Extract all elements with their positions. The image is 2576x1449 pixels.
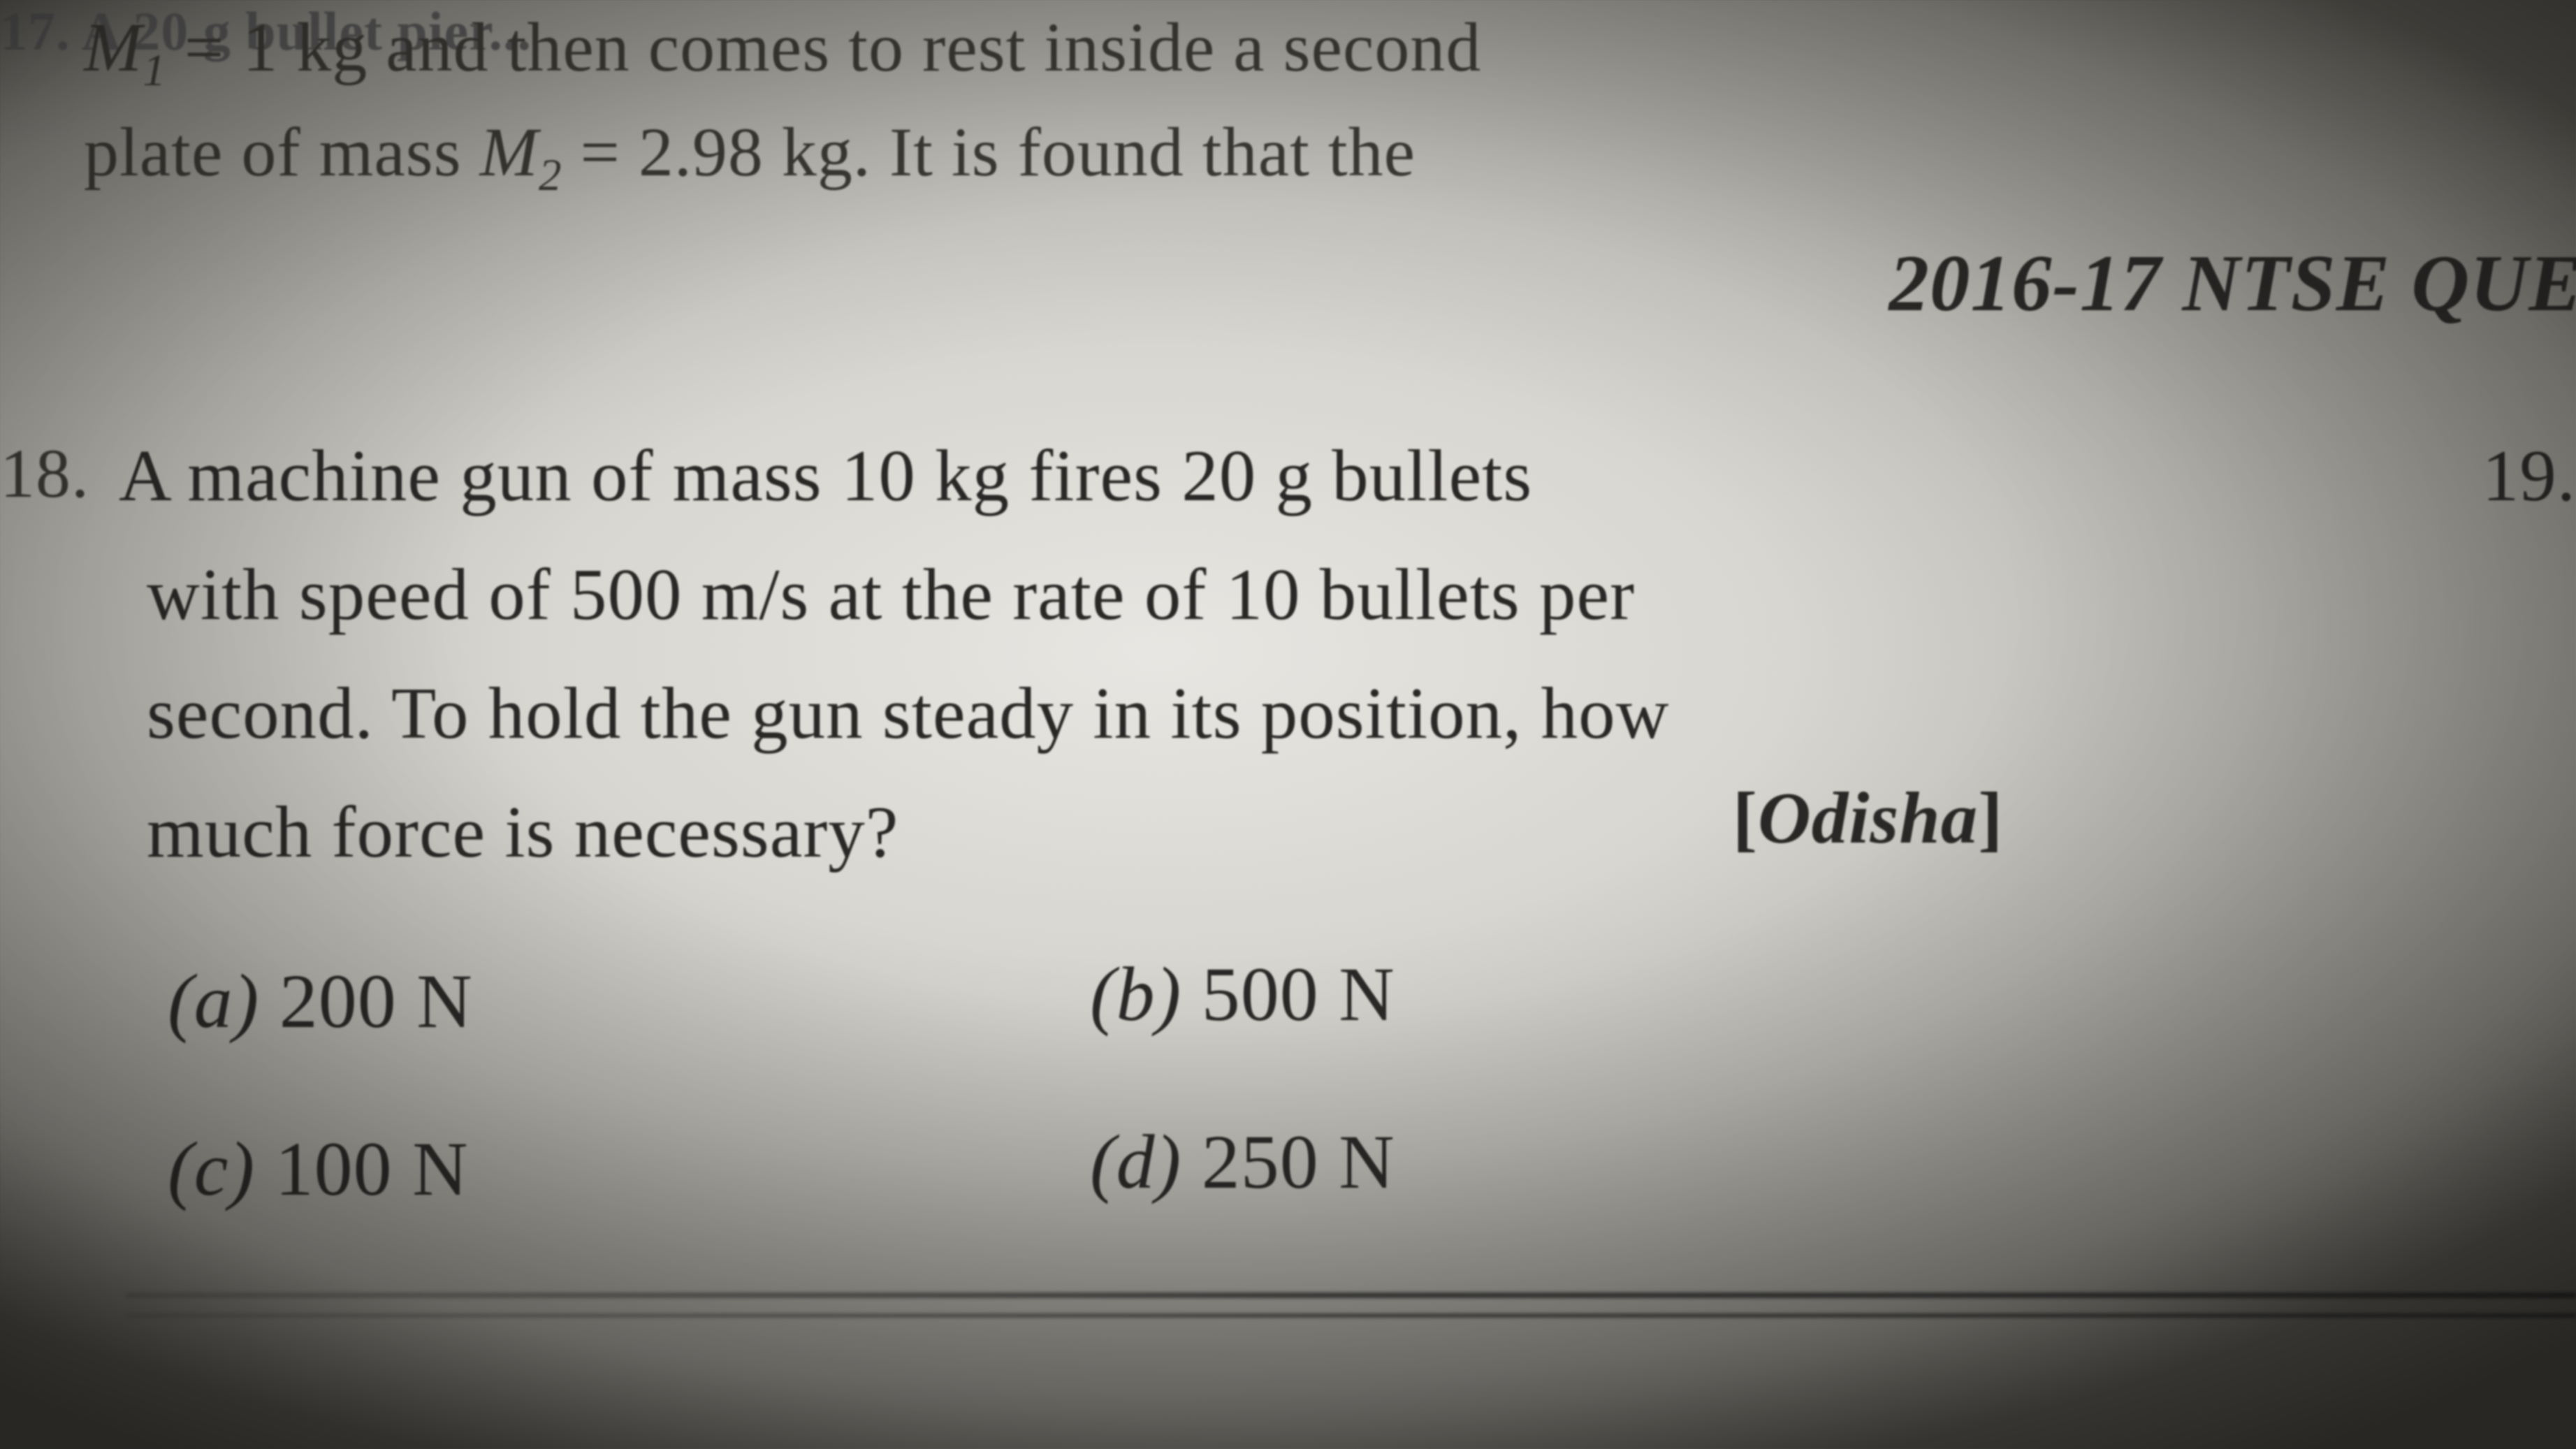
q17-line2-rest: = 2.98 kg. It is found that the: [562, 113, 1416, 191]
q18-line-3: second. To hold the gun steady in its po…: [147, 671, 1670, 755]
ntse-header: 2016-17 NTSE QUE: [1889, 238, 2576, 330]
q18-source-label: [: [1733, 777, 1758, 859]
textbook-page: 17. A 20 g bullet pier... M1 = 1 kg and …: [0, 0, 2576, 1449]
q17-m1-symbol: M: [84, 8, 143, 86]
q18-option-c-label: (c): [168, 1126, 255, 1211]
q18-option-c: (c) 100 N: [168, 1125, 469, 1214]
page-rule-top: [126, 1293, 2576, 1298]
q18-option-a-label: (a): [168, 959, 259, 1044]
q17-line-2: plate of mass M2 = 2.98 kg. It is found …: [84, 112, 1416, 202]
q17-m1-sub: 1: [143, 45, 166, 96]
q18-line-4: much force is necessary?: [147, 789, 898, 874]
q19-number: 19.: [2482, 433, 2576, 518]
q17-line1-rest: = 1 kg and then comes to rest inside a s…: [166, 8, 1482, 86]
q18-option-a: (a) 200 N: [168, 957, 473, 1046]
q18-source-close: ]: [1978, 777, 2003, 859]
q18-source-odisha: [Odisha]: [1733, 776, 2003, 860]
q18-number: 18.: [0, 433, 89, 514]
q18-option-c-text: 100 N: [255, 1126, 468, 1211]
q18-option-d-text: 250 N: [1181, 1119, 1395, 1204]
q18-line-1: A machine gun of mass 10 kg fires 20 g b…: [119, 433, 1532, 518]
q18-option-a-text: 200 N: [259, 959, 472, 1044]
q18-option-d-label: (d): [1090, 1119, 1181, 1204]
q18-source-text: Odisha: [1758, 777, 1978, 859]
q18-line-2: with speed of 500 m/s at the rate of 10 …: [147, 552, 1635, 636]
q17-m2-symbol: M: [480, 113, 539, 191]
q17-m2-sub: 2: [539, 150, 562, 201]
q18-option-b-label: (b): [1090, 952, 1181, 1037]
page-rule-bottom: [126, 1313, 2576, 1318]
q18-option-b: (b) 500 N: [1090, 950, 1395, 1039]
q18-option-b-text: 500 N: [1181, 952, 1395, 1037]
q17-line2-prefix: plate of mass: [84, 113, 480, 191]
q18-option-d: (d) 250 N: [1090, 1118, 1395, 1207]
q17-line-1: M1 = 1 kg and then comes to rest inside …: [84, 7, 1481, 97]
